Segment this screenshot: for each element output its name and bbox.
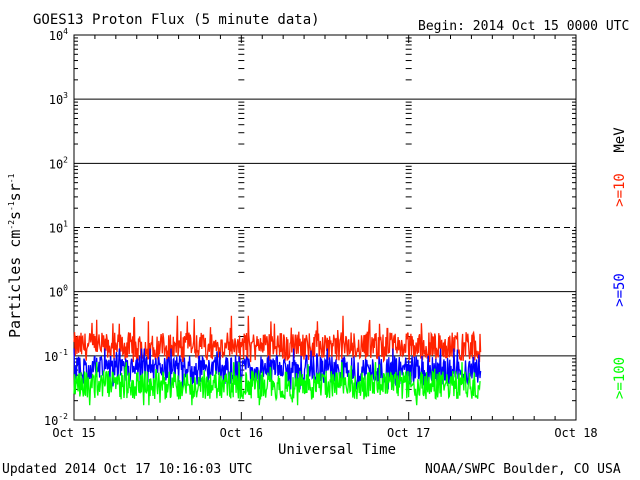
legend-unit: MeV [612, 127, 628, 153]
x-tick-label: Oct 18 [554, 426, 597, 440]
chart-title: GOES13 Proton Flux (5 minute data) [33, 12, 320, 28]
y-tick-label: 103 [49, 91, 68, 107]
legend-entry: >=50 [612, 273, 628, 307]
series-line-2 [73, 362, 481, 406]
svg-text:Particles cm-2s-1sr-1: Particles cm-2s-1sr-1 [6, 173, 24, 338]
credit: NOAA/SWPC Boulder, CO USA [425, 462, 621, 477]
x-tick-label: Oct 17 [387, 426, 430, 440]
legend-entry: >=100 [612, 357, 628, 399]
x-tick-label: Oct 15 [52, 426, 95, 440]
y-tick-label: 104 [49, 27, 68, 43]
y-tick-label: 10-2 [44, 412, 68, 428]
series-line-1 [73, 348, 482, 390]
begin-time: Begin: 2014 Oct 15 0000 UTC [418, 19, 629, 34]
y-tick-label: 10-1 [44, 348, 68, 364]
legend: MeV >=10 >=50 >=100 [612, 127, 628, 399]
updated-time: Updated 2014 Oct 17 10:16:03 UTC [2, 462, 252, 477]
series-line-0 [73, 315, 482, 364]
y-tick-label: 101 [49, 220, 68, 236]
legend-entry: >=10 [612, 173, 628, 207]
plot-area: Oct 15 Oct 16 Oct 17 Oct 18 104 103 102 101 100 1… [44, 27, 598, 440]
y-axis-label: Particles cm-2s-1sr-1 [6, 173, 24, 338]
y-tick-label: 102 [49, 155, 68, 171]
x-axis-label: Universal Time [278, 442, 396, 458]
x-tick-label: Oct 16 [220, 426, 263, 440]
y-tick-label: 100 [49, 284, 68, 300]
